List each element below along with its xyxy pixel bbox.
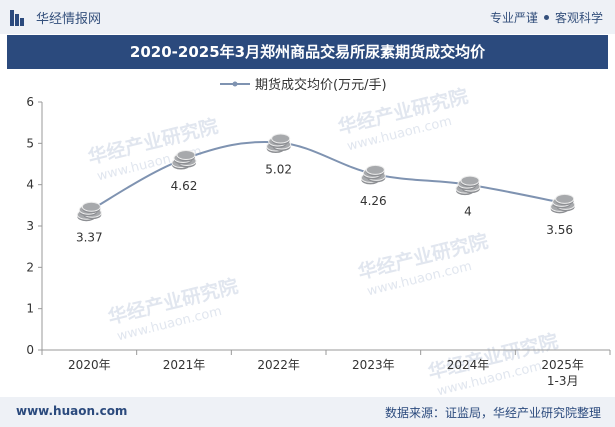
coin-face — [271, 133, 291, 144]
coin-face — [176, 150, 196, 161]
x-tick-label: 2020年 — [68, 358, 111, 372]
y-tick-label: 1 — [26, 302, 34, 316]
footer: www.huaon.com 数据来源：证监局，华经产业研究院整理 — [0, 397, 615, 427]
x-tick-label: 2025年 — [541, 358, 584, 372]
y-tick-label: 3 — [26, 219, 34, 233]
coin-face — [365, 164, 385, 175]
y-tick-label: 5 — [26, 136, 34, 150]
y-tick-label: 2 — [26, 260, 34, 274]
chart-title: 2020-2025年3月郑州商品交易所尿素期货成交均价 — [7, 35, 608, 69]
y-tick-label: 0 — [26, 343, 34, 357]
coin-face — [460, 175, 480, 186]
separator-dot-icon — [543, 15, 549, 20]
x-tick-label: 2022年 — [257, 358, 300, 372]
line-chart: 华经产业研究院www.huaon.com华经产业研究院www.huaon.com… — [26, 77, 611, 397]
x-tick-label: 2024年 — [447, 358, 490, 372]
data-label: 3.56 — [546, 223, 573, 237]
legend-label: 期货成交均价(万元/手) — [255, 77, 387, 93]
x-tick-label: 2021年 — [163, 358, 206, 372]
series: 3.37 4.62 5.02 4.26 4 3.56 — [76, 133, 576, 245]
data-point-marker-icon — [550, 193, 576, 214]
data-point-marker-icon — [266, 133, 292, 154]
legend-marker-icon — [232, 81, 238, 87]
data-point-marker-icon — [360, 164, 386, 185]
data-label: 5.02 — [265, 163, 292, 177]
brand-logo-icon — [10, 9, 24, 26]
data-point-marker-icon — [171, 150, 197, 170]
slogan: 专业严谨 客观科学 — [490, 9, 603, 26]
axes: 0 1 2 3 4 5 6 2020年 2021年 2022年 2023年 2024年 2025年 1-3… — [26, 95, 611, 388]
data-label: 4.26 — [360, 194, 387, 208]
footer-source: 数据来源：证监局，华经产业研究院整理 — [384, 406, 601, 420]
slogan-tag-1: 专业严谨 — [489, 11, 538, 25]
brand: 华经情报网 — [10, 8, 101, 27]
footer-site-link[interactable]: www.huaon.com — [16, 404, 128, 418]
coin-face — [81, 201, 101, 212]
data-point-marker-icon — [76, 201, 102, 222]
y-tick-label: 4 — [26, 178, 34, 192]
y-tick-label: 6 — [26, 95, 34, 109]
slogan-tag-2: 客观科学 — [554, 11, 603, 25]
legend: 期货成交均价(万元/手) — [220, 77, 387, 93]
data-point-marker-icon — [455, 175, 481, 196]
series-line — [88, 140, 563, 212]
x-tick-label: 2023年 — [352, 358, 395, 372]
coin-face — [555, 193, 575, 204]
data-label: 4.62 — [171, 179, 198, 193]
data-label: 4 — [464, 205, 472, 219]
brand-name: 华经情报网 — [36, 12, 102, 27]
data-label: 3.37 — [76, 231, 103, 245]
x-tick-label: 1-3月 — [547, 374, 579, 388]
top-bar: 华经情报网 专业严谨 客观科学 — [0, 0, 615, 34]
